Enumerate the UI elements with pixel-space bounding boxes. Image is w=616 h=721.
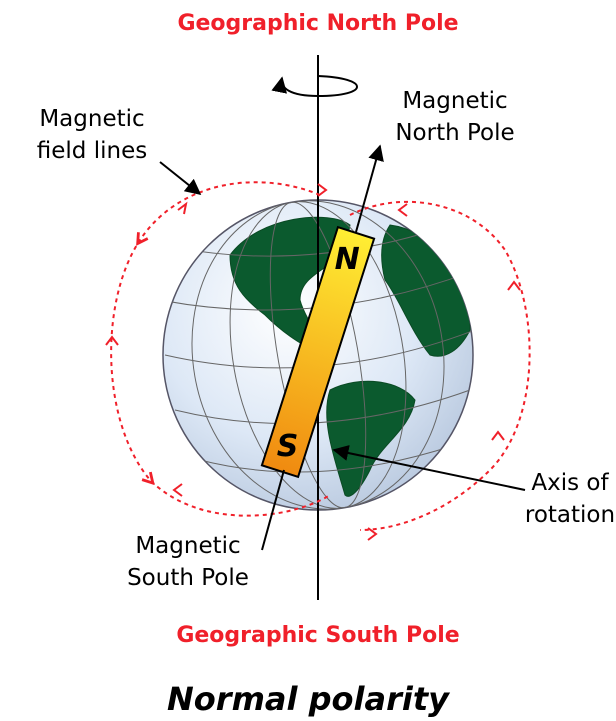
- axis-arrow: [332, 445, 526, 491]
- field-arrow: [159, 161, 202, 195]
- title: Geographic North Pole: [177, 11, 458, 36]
- south-letter: S: [277, 429, 299, 464]
- label: Magnetic: [39, 106, 144, 132]
- label: field lines: [37, 138, 147, 164]
- north-arrow: [355, 144, 384, 233]
- bar-magnet: N S: [260, 225, 376, 479]
- caption: Normal polarity: [167, 680, 450, 718]
- field-lines: [110, 181, 531, 531]
- label: Magnetic: [135, 533, 240, 559]
- field-arrows: [105, 183, 521, 541]
- south-line: [261, 469, 285, 551]
- bottom-title: Geographic South Pole: [176, 623, 459, 648]
- label: Magnetic: [402, 88, 507, 114]
- rotation-arrow: [271, 75, 358, 98]
- label: rotation: [525, 502, 615, 528]
- label: South Pole: [127, 565, 249, 591]
- north-letter: N: [335, 242, 360, 277]
- label: Axis of: [531, 470, 609, 496]
- label: North Pole: [395, 120, 514, 146]
